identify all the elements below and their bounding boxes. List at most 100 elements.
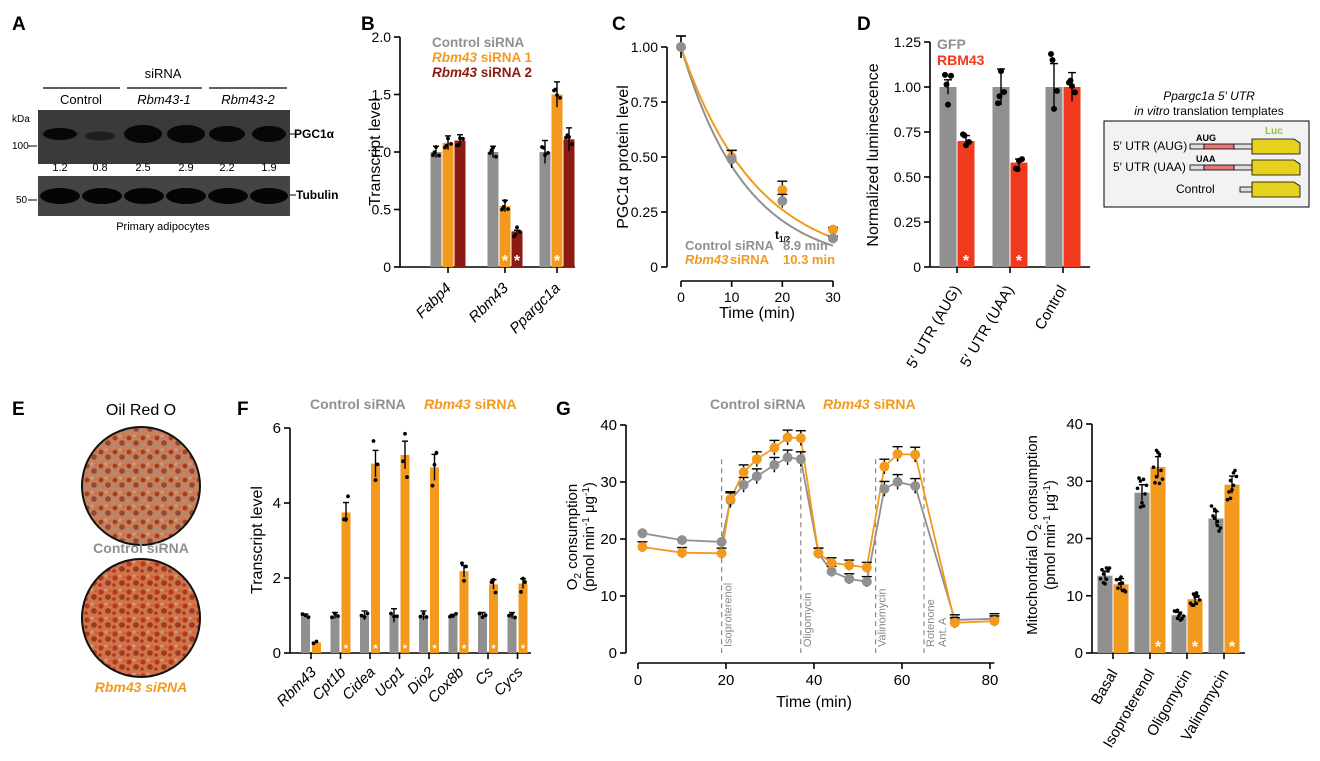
g2-replicate-point: [1153, 480, 1157, 485]
f-legend-rest: siRNA: [471, 396, 517, 412]
g2-replicate-point: [1137, 476, 1141, 480]
b-replicate-point: [494, 154, 498, 159]
chart-g1: 0 10 20 30 40 0 20 40 60 80 Time (min) O2 consumpti…: [564, 396, 1000, 711]
c-halflife-label: t1/2: [775, 228, 791, 244]
g2-bar: [1097, 575, 1113, 653]
b-replicate-point: [558, 95, 562, 100]
b-replicate-point: [515, 225, 519, 230]
well-label-rbm43: Rbm43 siRNA: [95, 679, 188, 695]
d-replicate-point: [945, 101, 951, 108]
d-category-label: Control: [1032, 283, 1071, 333]
quant-value-5: 2.2: [219, 162, 234, 174]
f-replicate-point: [403, 431, 407, 436]
f-replicate-point: [330, 615, 334, 620]
template-row-control: Control: [1176, 182, 1215, 196]
f-replicate-point: [434, 450, 439, 455]
f-bar: [459, 571, 469, 653]
g1-y-unit-b: μg: [581, 496, 598, 517]
well-control: [81, 426, 201, 546]
b-replicate-point: [437, 153, 441, 158]
g1-data-point: [910, 449, 921, 460]
g1-data-point: [844, 560, 855, 571]
f-significance-star: *: [432, 643, 437, 655]
g2-replicate-point: [1227, 490, 1231, 494]
d-bar: [957, 141, 975, 267]
uaa-codon-label: UAA: [1196, 154, 1216, 164]
c-data-point: [828, 233, 838, 244]
c-x-tick-label: 30: [825, 289, 841, 305]
b-replicate-point: [503, 199, 507, 203]
g2-replicate-point: [1215, 523, 1220, 528]
f-category-label: Cidea: [339, 664, 379, 704]
g2-replicate-point: [1154, 448, 1159, 453]
f-bar: [389, 615, 399, 653]
g1-legend-rbm43: Rbm43 siRNA: [823, 396, 916, 412]
g1-y-label-o: O: [564, 579, 581, 591]
g2-replicate-point: [1175, 616, 1180, 621]
f-bar: [489, 584, 498, 653]
g2-replicate-point: [1209, 504, 1214, 508]
d-y-tick-label: 1.25: [894, 34, 921, 50]
d-replicate-point: [998, 68, 1004, 75]
d-bar: [992, 87, 1010, 267]
well-label-control: Control siRNA: [93, 540, 189, 556]
f-y-tick-label: 2: [273, 570, 281, 587]
d-replicate-point: [1054, 87, 1060, 94]
g1-y-unit: (pmol min-1 μg-1): [581, 482, 598, 592]
d-y-label: Normalized luminescence: [865, 63, 882, 246]
g2-replicate-point: [1215, 519, 1220, 524]
g1-data-point: [826, 566, 837, 577]
g1-data-point: [716, 548, 727, 559]
d-replicate-point: [942, 71, 948, 78]
g2-replicate-point: [1116, 586, 1120, 590]
g1-data-point: [826, 557, 837, 568]
f-bar: [507, 615, 517, 653]
g2-replicate-point: [1194, 591, 1199, 595]
g1-data-point: [989, 616, 1000, 627]
panel-letter-e: E: [12, 399, 25, 420]
g1-y-label: O2 consumption: [564, 484, 584, 590]
group-label-rbm43-2: Rbm43-2: [221, 92, 275, 107]
g1-data-point: [738, 479, 749, 490]
b-legend-gene: Rbm43: [432, 65, 478, 80]
b-replicate-point: [488, 151, 492, 156]
g2-replicate-point: [1101, 580, 1106, 585]
b-replicate-point: [553, 87, 558, 92]
b-replicate-point: [489, 148, 494, 153]
c-data-point: [777, 196, 788, 206]
c-y-tick-label: 0.25: [631, 204, 658, 220]
f-replicate-point: [371, 439, 376, 443]
g2-significance-star: *: [1229, 639, 1236, 656]
g2-y-unit-sup1: -1: [1042, 515, 1053, 524]
g2-replicate-point: [1181, 614, 1186, 618]
f-y-label: Transcript level: [249, 486, 266, 594]
d-legend-gfp: GFP: [937, 36, 966, 52]
g2-replicate-point: [1225, 497, 1230, 502]
g2-replicate-point: [1117, 581, 1122, 586]
g1-data-point: [769, 442, 780, 453]
g2-bar: [1171, 615, 1187, 653]
f-significance-star: *: [403, 643, 408, 655]
pgc1a-label: PGC1α: [294, 127, 335, 141]
b-bar: [487, 152, 499, 267]
c-y-tick-label: 0: [650, 259, 658, 275]
g2-replicate-point: [1212, 507, 1217, 512]
d-bar: [1010, 162, 1028, 267]
f-replicate-point: [359, 613, 364, 618]
f-bar: [301, 615, 310, 653]
g1-legend-gene: Rbm43: [823, 396, 870, 412]
g1-legend-rest: siRNA: [870, 396, 916, 412]
g2-replicate-point: [1228, 478, 1233, 483]
f-replicate-point: [421, 611, 426, 616]
c-x-tick-label: 20: [775, 289, 791, 305]
f-replicate-point: [523, 580, 527, 584]
g1-injection-label: Valinomycin: [877, 589, 889, 648]
template-row-aug: 5′ UTR (AUG): [1113, 139, 1187, 153]
g1-y-tick-label: 20: [600, 531, 617, 548]
g1-injection-label: Oligomycin: [802, 593, 814, 647]
f-significance-star: *: [344, 643, 349, 655]
f-replicate-point: [464, 564, 468, 569]
g2-replicate-point: [1191, 592, 1196, 596]
b-bar: [442, 142, 454, 267]
